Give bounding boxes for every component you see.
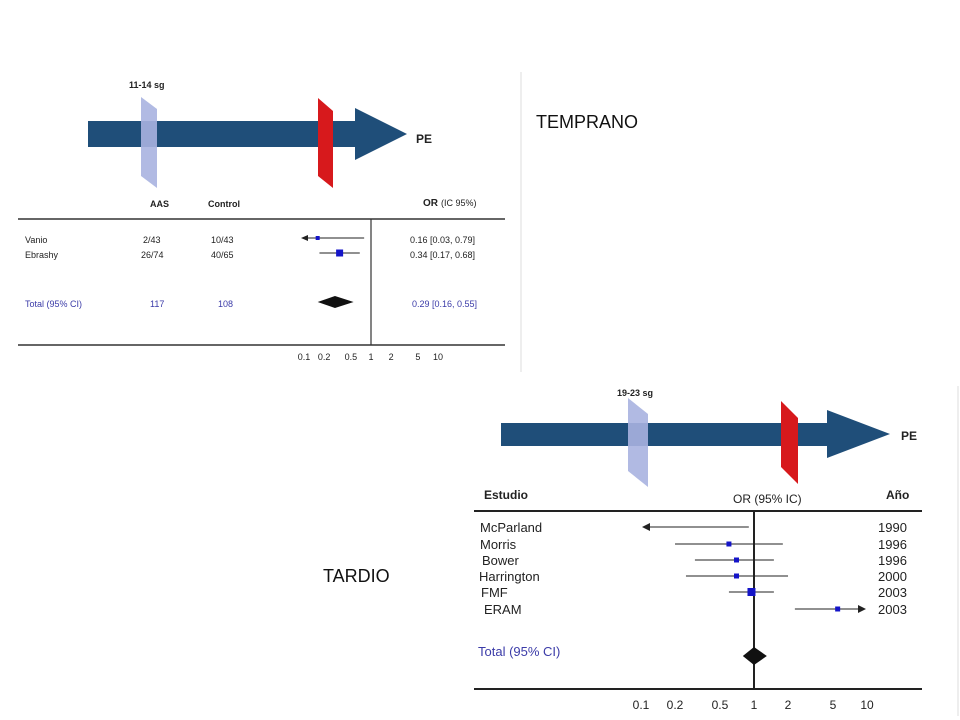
late-tick-label: 5 — [830, 698, 837, 712]
early-pe-marker — [318, 98, 333, 188]
early-tick-label: 1 — [368, 352, 373, 362]
late-tick-label: 0.1 — [633, 698, 650, 712]
late-point-estimate — [733, 557, 739, 563]
early-study-or: 0.16 [0.03, 0.79] — [410, 235, 475, 245]
early-study-name: Vanio — [25, 235, 47, 245]
early-arrow-head — [355, 108, 407, 160]
late-header-year: Año — [886, 488, 909, 502]
early-study-control: 10/43 — [211, 235, 234, 245]
late-study-year: 1990 — [878, 520, 907, 535]
late-study-name: Harrington — [479, 569, 540, 584]
late-point-estimate — [835, 606, 841, 612]
early-study-or: 0.34 [0.17, 0.68] — [410, 250, 475, 260]
early-timeline-arrow — [88, 108, 407, 160]
early-header-or: OR (IC 95%) — [423, 198, 477, 209]
late-study-rows: McParland 1990 Morris 1996 Bower 1996 Harringt… — [479, 520, 907, 617]
late-forest-marks — [642, 523, 866, 665]
late-timeline-arrow — [501, 410, 890, 458]
early-header-or-ci: (IC 95%) — [441, 198, 477, 208]
late-axis-ticks: 0.1 0.2 0.5 1 2 5 10 — [633, 698, 874, 712]
early-total-control: 108 — [218, 299, 233, 309]
early-tick-label: 0.1 — [298, 352, 311, 362]
early-end-label: PE — [416, 132, 432, 146]
early-total-aas: 117 — [150, 299, 164, 309]
late-study-year: 1996 — [878, 553, 907, 568]
early-tick-label: 0.2 — [318, 352, 331, 362]
late-ci-arrow — [642, 523, 650, 531]
early-tick-label: 5 — [415, 352, 420, 362]
late-study-name: Morris — [480, 537, 517, 552]
early-study-name: Ebrashy — [25, 250, 59, 260]
late-study-name: Bower — [482, 553, 520, 568]
late-point-estimate — [733, 573, 739, 579]
early-tick-label: 2 — [389, 352, 394, 362]
late-tick-label: 10 — [860, 698, 874, 712]
early-total-diamond — [317, 296, 354, 308]
late-window-label: 19-23 sg — [617, 388, 653, 398]
late-study-name: FMF — [481, 585, 508, 600]
late-tick-label: 0.5 — [712, 698, 729, 712]
late-pe-marker — [781, 401, 798, 484]
late-point-estimate — [747, 588, 756, 596]
late-tick-label: 0.2 — [667, 698, 684, 712]
late-study-year: 2000 — [878, 569, 907, 584]
early-study-control: 40/65 — [211, 250, 234, 260]
late-arrow-head — [827, 410, 890, 458]
early-total-name: Total (95% CI) — [25, 299, 82, 309]
late-point-estimate — [726, 541, 732, 547]
early-study-aas: 26/74 — [141, 250, 164, 260]
late-header-or: OR (95% IC) — [733, 492, 802, 506]
late-total-name: Total (95% CI) — [478, 644, 560, 659]
late-study-name: McParland — [480, 520, 542, 535]
early-point-estimate — [336, 249, 344, 257]
early-header-aas: AAS — [150, 199, 169, 209]
early-study-aas: 2/43 — [143, 235, 161, 245]
label-temprano: TEMPRANO — [536, 112, 639, 132]
late-study-year: 1996 — [878, 537, 907, 552]
late-header-study: Estudio — [484, 488, 528, 502]
late-total-diamond — [742, 647, 767, 665]
early-arrow-shaft — [88, 121, 360, 147]
early-header-or-bold: OR — [423, 198, 439, 209]
early-tick-label: 10 — [433, 352, 443, 362]
late-tick-label: 2 — [785, 698, 792, 712]
late-study-year: 2003 — [878, 585, 907, 600]
label-tardio: TARDIO — [323, 566, 390, 586]
late-ci-arrow — [858, 605, 866, 613]
early-window-label: 11-14 sg — [129, 80, 165, 90]
early-ci-arrow — [301, 235, 308, 241]
late-end-label: PE — [901, 429, 917, 443]
early-forest-marks — [301, 235, 365, 308]
early-axis-ticks: 0.1 0.2 0.5 1 2 5 10 — [298, 352, 443, 362]
early-header-control: Control — [208, 199, 240, 209]
early-tick-label: 0.5 — [345, 352, 358, 362]
late-tick-label: 1 — [751, 698, 758, 712]
late-arrow-shaft — [501, 423, 833, 446]
late-study-name: ERAM — [484, 602, 522, 617]
early-point-estimate — [315, 236, 320, 240]
late-study-year: 2003 — [878, 602, 907, 617]
early-total-or: 0.29 [0.16, 0.55] — [412, 299, 477, 309]
late-window-band — [628, 398, 648, 487]
early-window-band — [141, 97, 157, 188]
